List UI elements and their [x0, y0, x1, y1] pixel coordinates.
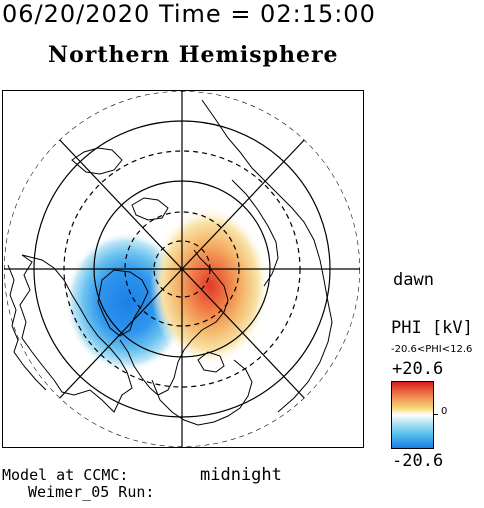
colorbar-max-label: +20.6 [392, 359, 444, 379]
positive-potential-cell [150, 206, 270, 366]
polar-map [2, 90, 364, 448]
coast-siberian-islands [131, 197, 169, 221]
colorbar-zero-label: 0 [441, 406, 448, 417]
timestamp: 06/20/2020 Time = 02:15:00 [2, 0, 376, 28]
colorbar-range: -20.6<PHI<12.6 [391, 344, 473, 355]
coast-chukotka [71, 147, 123, 175]
coast-iceland [197, 351, 225, 373]
midnight-label: midnight [200, 465, 282, 485]
coast-north-america-west [19, 254, 133, 413]
coast-scandinavia [231, 179, 279, 287]
colorbar-min-label: -20.6 [392, 451, 444, 471]
colorbar-title: PHI [kV] [391, 318, 473, 338]
meridian-diag-2 [55, 135, 309, 403]
model-label: Model at CCMC: [2, 466, 129, 484]
coast-arctic-islands [97, 269, 149, 337]
coast-hudson-bay [151, 359, 253, 426]
colorbar [391, 381, 434, 449]
coastlines [7, 99, 333, 426]
coast-eurasia [201, 99, 333, 413]
coast-greenland [119, 249, 229, 396]
run-label: Weimer_05 Run: [28, 483, 155, 501]
polar-map-svg [2, 90, 364, 448]
coast-alaska [7, 264, 47, 391]
dawn-label: dawn [393, 270, 434, 290]
colorbar-zero-tick [434, 414, 438, 415]
plot-title: Northern Hemisphere [48, 42, 339, 68]
